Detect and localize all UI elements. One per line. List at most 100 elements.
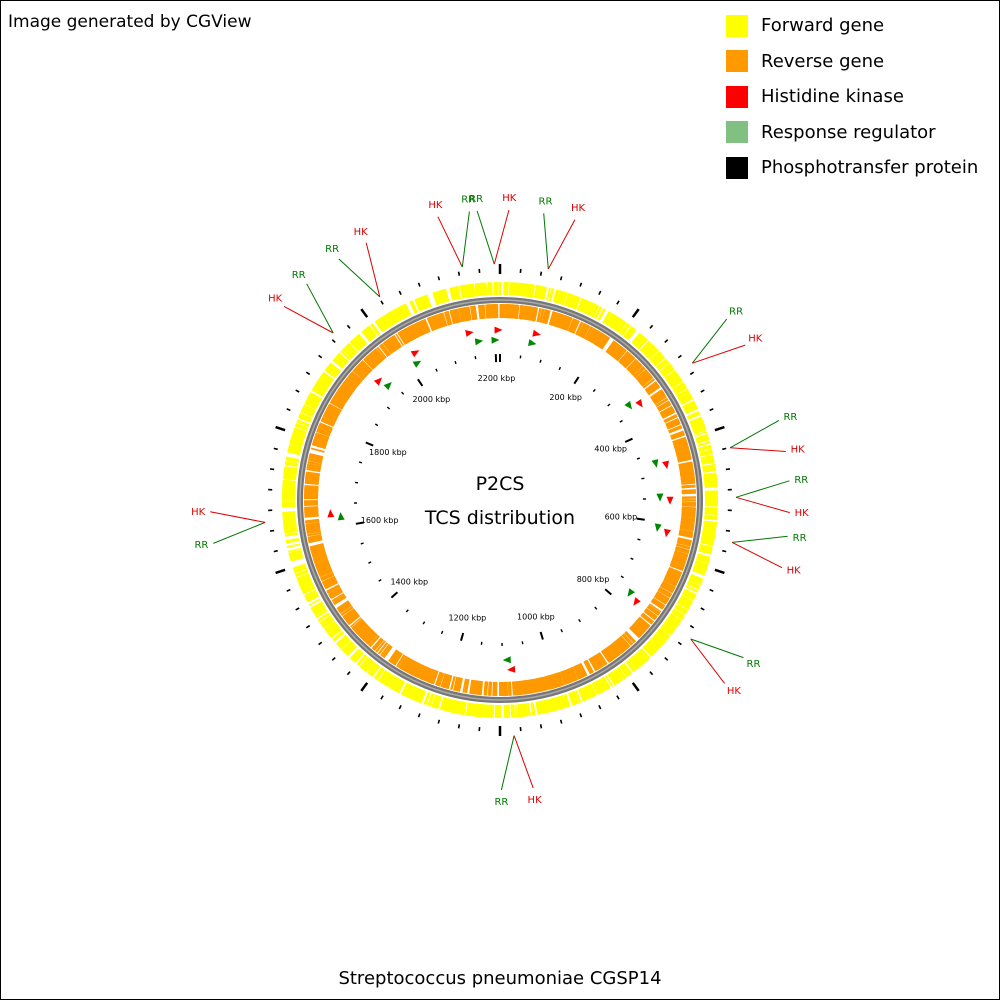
outer-tick	[616, 300, 620, 305]
forward-gene-mark	[553, 289, 559, 303]
forward-gene-mark	[284, 466, 298, 472]
reverse-gene-mark	[488, 304, 492, 319]
forward-gene-mark	[306, 396, 320, 406]
reverse-gene-mark	[482, 304, 486, 319]
reverse-gene-mark	[331, 593, 345, 603]
scale-tick	[474, 355, 477, 360]
reverse-gene-mark	[600, 336, 611, 350]
reverse-gene-mark	[409, 661, 419, 676]
reverse-gene-mark	[459, 307, 466, 322]
forward-gene-mark	[435, 695, 442, 710]
reverse-gene-mark	[667, 568, 682, 577]
scale-tick	[417, 378, 424, 387]
forward-gene-mark	[681, 592, 695, 601]
reverse-gene-mark	[314, 432, 330, 441]
reverse-gene-mark	[659, 405, 673, 415]
reverse-gene-mark	[389, 650, 400, 664]
reverse-gene-mark	[644, 381, 658, 392]
forward-gene-mark	[703, 525, 717, 529]
forward-gene-mark	[540, 700, 547, 714]
forward-gene-mark	[561, 292, 568, 306]
scale-tick	[539, 359, 542, 363]
reverse-gene-mark	[674, 548, 689, 555]
forward-gene-mark	[511, 704, 516, 718]
scale-tick	[619, 419, 623, 423]
forward-gene-mark	[700, 537, 715, 543]
callout-line	[729, 419, 780, 449]
reverse-gene-mark	[647, 385, 661, 396]
forward-gene-mark	[292, 430, 306, 438]
reverse-gene-mark	[658, 403, 672, 412]
outer-tick	[714, 568, 725, 575]
reverse-gene-mark	[368, 634, 380, 647]
forward-gene-mark	[477, 703, 481, 718]
reverse-gene-mark	[317, 565, 332, 573]
reverse-gene-mark	[598, 652, 608, 665]
reverse-gene-mark	[674, 442, 689, 451]
forward-gene-mark	[374, 319, 385, 333]
callout-line	[731, 541, 783, 569]
reverse-gene-mark	[628, 626, 641, 639]
forward-gene-mark	[694, 431, 708, 437]
organism-name: Streptococcus pneumoniae CGSP14	[338, 968, 662, 989]
reverse-gene-mark	[375, 640, 386, 653]
reverse-gene-mark	[349, 372, 362, 384]
reverse-gene-mark	[515, 304, 520, 319]
kbp-label-1200: 1200 kbp	[449, 614, 487, 623]
reverse-gene-mark	[653, 595, 667, 605]
reverse-gene-mark	[355, 365, 368, 377]
forward-gene-mark	[698, 549, 712, 555]
callout-line	[283, 305, 334, 334]
outer-tick	[380, 300, 384, 305]
forward-gene-mark	[373, 667, 384, 680]
forward-gene-mark	[344, 643, 356, 655]
reverse-gene-mark	[653, 395, 667, 405]
forward-gene-mark	[702, 467, 717, 473]
forward-gene-mark	[660, 625, 673, 636]
forward-gene-mark	[534, 285, 540, 299]
outer-tick	[579, 282, 583, 287]
reverse-gene-mark	[355, 623, 369, 635]
reverse-gene-mark	[630, 624, 643, 637]
reverse-gene-mark	[668, 426, 683, 434]
forward-gene-mark	[294, 569, 309, 577]
forward-gene-mark	[317, 612, 330, 622]
reverse-gene-mark	[660, 407, 675, 418]
callout-label-rr: RR	[292, 270, 306, 281]
hk-arrow	[662, 460, 669, 470]
reverse-gene-mark	[479, 304, 484, 319]
reverse-gene-mark	[342, 608, 356, 619]
forward-gene-mark	[341, 640, 353, 651]
reverse-gene-mark	[523, 680, 528, 695]
forward-gene-mark	[696, 556, 710, 563]
forward-gene-mark	[602, 311, 612, 325]
reverse-gene-mark	[351, 618, 364, 630]
forward-gene-mark	[285, 537, 300, 544]
outer-tick	[700, 389, 705, 393]
forward-gene-mark	[619, 664, 630, 677]
forward-gene-mark	[298, 578, 312, 587]
reverse-gene-mark	[587, 327, 597, 342]
forward-gene-mark	[393, 308, 402, 322]
forward-gene-mark	[587, 302, 596, 316]
reverse-gene-mark	[680, 517, 696, 522]
forward-gene-mark	[349, 339, 361, 352]
reverse-gene-mark	[306, 463, 322, 469]
forward-gene-mark	[512, 282, 517, 296]
reverse-gene-mark	[544, 309, 551, 325]
reverse-gene-mark	[676, 451, 691, 458]
reverse-gene-mark	[579, 323, 589, 338]
reverse-gene-mark	[331, 396, 346, 407]
forward-gene-mark	[615, 667, 626, 680]
reverse-gene-mark	[453, 676, 459, 691]
forward-gene-mark	[400, 682, 409, 696]
forward-gene-mark	[453, 286, 459, 300]
forward-gene-mark	[664, 370, 677, 381]
center-title: P2CS	[476, 473, 525, 495]
forward-gene-mark	[666, 372, 679, 382]
reverse-gene-mark	[321, 416, 336, 426]
forward-gene-mark	[282, 479, 296, 484]
forward-gene-mark	[607, 314, 617, 327]
reverse-gene-mark	[306, 527, 321, 533]
forward-gene-mark	[361, 330, 371, 342]
